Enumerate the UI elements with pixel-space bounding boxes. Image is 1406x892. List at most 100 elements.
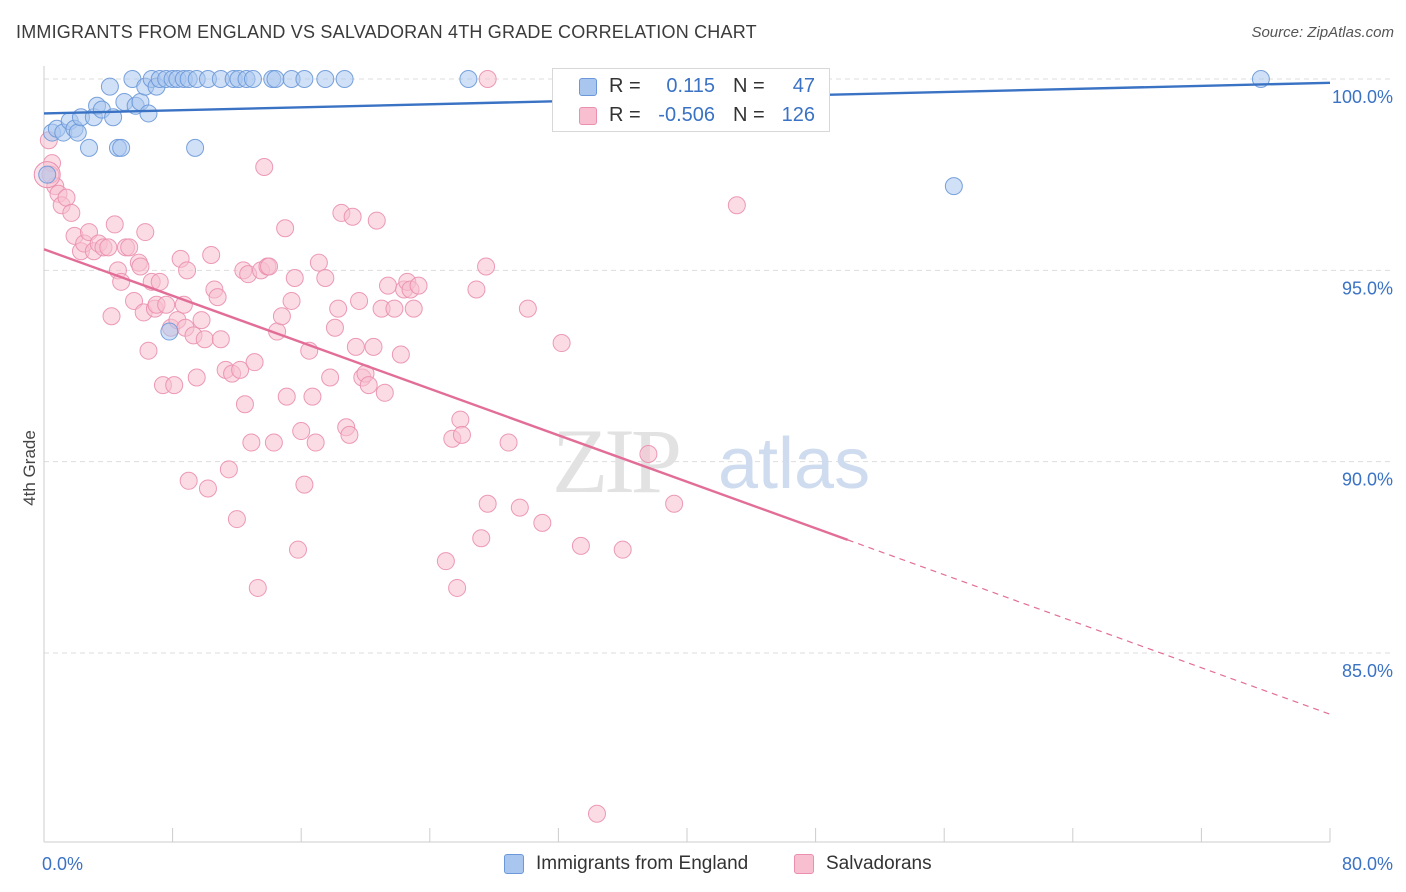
salvadoran-point — [367, 211, 386, 230]
salvadoran-point — [306, 433, 325, 452]
england-point — [459, 70, 478, 88]
salvadoran-point — [639, 445, 658, 464]
salvadoran-point — [375, 383, 394, 402]
n-value: 47 — [792, 75, 815, 97]
salvadoran-point — [120, 238, 139, 257]
salvadoran-point — [255, 158, 274, 177]
salvadoran-point — [309, 253, 328, 272]
salvadoran-point — [248, 578, 267, 597]
salvadoran-trend-extension — [847, 539, 1331, 715]
salvadoran-point — [359, 376, 378, 395]
england-point — [80, 138, 99, 157]
salvadoran-point — [452, 425, 471, 444]
salvadoran-point — [391, 345, 410, 364]
salvadoran-point — [157, 295, 176, 314]
england-point — [112, 138, 131, 157]
salvadoran-point — [187, 368, 206, 387]
salvadoran-point — [192, 311, 211, 330]
salvadoran-point — [379, 276, 398, 295]
salvadoran-point — [533, 513, 552, 532]
salvadoran-point — [165, 376, 184, 395]
salvadoran-point — [264, 433, 283, 452]
salvadoran-point — [227, 510, 246, 529]
salvadoran-point — [178, 261, 197, 280]
salvadoran-point — [242, 433, 261, 452]
england-point — [944, 177, 963, 196]
n-label: N = — [733, 104, 765, 126]
watermark: ZIP atlas — [552, 410, 870, 512]
england-point — [139, 104, 158, 123]
stats-row-salvadorans: R = -0.506 N = 126 — [553, 100, 829, 130]
salvadoran-point — [499, 433, 518, 452]
england-point — [38, 165, 57, 184]
salvadoran-point — [99, 238, 118, 257]
salvadoran-point — [303, 387, 322, 406]
salvadoran-point — [260, 257, 279, 276]
salvadoran-point — [80, 223, 99, 242]
england-points — [38, 70, 1270, 341]
salvadoran-point — [288, 540, 307, 559]
tick-labels: 100.0% 95.0% 90.0% 85.0% 0.0% 80.0% — [42, 87, 1393, 874]
salvadoran-point — [552, 334, 571, 353]
salvadoran-point — [727, 196, 746, 215]
salvadoran-point — [364, 337, 383, 356]
salvadoran-point — [285, 268, 304, 287]
salvadoran-point — [235, 395, 254, 414]
watermark-zip: ZIP — [552, 410, 679, 512]
salvadoran-point — [448, 578, 467, 597]
salvadoran-point — [329, 299, 348, 318]
salvadoran-point — [510, 498, 529, 517]
watermark-atlas: atlas — [718, 424, 870, 504]
y-tick-label: 95.0% — [1342, 278, 1393, 298]
salvadoran-point — [202, 246, 221, 265]
salvadoran-point — [131, 257, 150, 276]
salvadoran-point — [62, 203, 81, 222]
legend-label: Immigrants from England — [536, 853, 749, 874]
salvadoran-point — [477, 257, 496, 276]
salvadoran-point — [478, 70, 497, 88]
england-point — [295, 70, 314, 88]
salvadorans-swatch — [579, 107, 597, 125]
england-legend-swatch — [504, 854, 524, 874]
salvadoran-point — [272, 307, 291, 326]
salvadoran-point — [665, 494, 684, 513]
salvadoran-point — [518, 299, 537, 318]
salvadoran-point — [472, 529, 491, 548]
r-value: 0.115 — [666, 75, 715, 97]
salvadoran-point — [105, 215, 124, 234]
salvadorans-legend-swatch — [794, 854, 814, 874]
y-tick-label: 85.0% — [1342, 661, 1393, 681]
salvadoran-point — [478, 494, 497, 513]
salvadoran-point — [277, 387, 296, 406]
salvadoran-point — [451, 410, 470, 429]
salvadoran-point — [467, 280, 486, 299]
salvadoran-point — [282, 291, 301, 310]
legend-label: Salvadorans — [826, 853, 932, 874]
axis-layer — [43, 66, 1331, 843]
salvadoran-point — [219, 460, 238, 479]
salvadoran-point — [325, 318, 344, 337]
salvadoran-point — [179, 471, 198, 490]
salvadoran-point — [276, 219, 295, 238]
england-swatch — [579, 78, 597, 96]
england-point — [186, 138, 205, 157]
england-point — [100, 77, 119, 96]
salvadoran-point — [295, 475, 314, 494]
y-tick-label: 100.0% — [1332, 87, 1393, 107]
salvadoran-point — [208, 288, 227, 307]
series-legend: Immigrants from England Salvadorans — [0, 852, 1406, 876]
salvadoran-point — [198, 479, 217, 498]
n-value: 126 — [781, 104, 815, 126]
salvadoran-point — [292, 422, 311, 441]
salvadoran-point — [571, 536, 590, 555]
salvadoran-point — [385, 299, 404, 318]
salvadoran-point — [613, 540, 632, 559]
chart-title: IMMIGRANTS FROM ENGLAND VS SALVADORAN 4T… — [16, 22, 757, 42]
salvadoran-point — [195, 330, 214, 349]
england-point — [68, 123, 87, 142]
y-tick-label: 90.0% — [1342, 470, 1393, 490]
salvadoran-point — [587, 804, 606, 823]
n-label: N = — [733, 75, 765, 97]
salvadoran-point — [102, 307, 121, 326]
